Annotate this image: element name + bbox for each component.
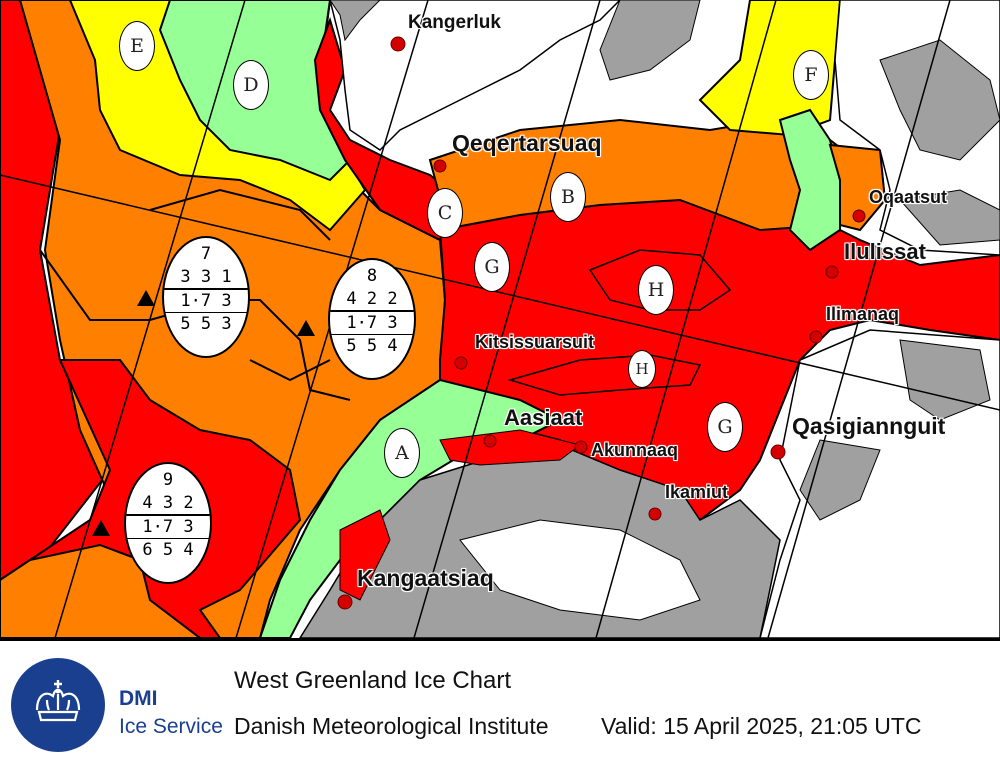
triangle-markers: [92, 290, 315, 536]
zone-label-h-south: H: [628, 350, 656, 388]
land-north: [329, 0, 622, 151]
zone-label-c: C: [427, 188, 463, 238]
place-ilulissat: Ilulissat: [844, 239, 926, 264]
egg-concentration: 3 3 1: [164, 266, 248, 289]
zone-label-d: D: [233, 60, 269, 110]
land-disko-grey: [329, 0, 701, 81]
place-qeqertarsuaq: Qeqertarsuaq: [452, 130, 602, 156]
egg-form: 6 5 4: [126, 538, 210, 561]
chart-title: West Greenland Ice Chart: [234, 667, 512, 694]
zone-label-g-north: G: [474, 242, 510, 292]
egg-number: 7: [200, 244, 212, 264]
chart-footer: DMI Ice Service West Greenland Ice Chart…: [0, 638, 1000, 752]
place-aasiaat: Aasiaat: [504, 405, 583, 430]
zone-label-a: A: [384, 428, 420, 478]
place-akunnaaq: Akunnaaq: [591, 440, 679, 460]
zone-green-east: [778, 108, 841, 252]
egg-code-9: 9 4 3 2 1·7 3 6 5 4: [124, 462, 212, 584]
egg-number: 8: [366, 266, 378, 286]
egg-form: 5 5 3: [164, 312, 248, 335]
ice-chart-map: A B C D E F G G H H 7 3 3 1 1·7 3 5 5 3 …: [0, 0, 1000, 638]
zone-h-contour: [588, 249, 732, 311]
egg-stage: 1·7 3: [126, 515, 210, 538]
aasiaat-islands-red: [339, 429, 582, 601]
zone-label-f: F: [793, 50, 829, 100]
place-ikamiut: Ikamiut: [665, 482, 729, 502]
place-kangaatsiaq: Kangaatsiaq: [357, 565, 494, 591]
zone-orange-sw: [0, 543, 202, 638]
egg-code-7: 7 3 3 1 1·7 3 5 5 3: [162, 236, 250, 358]
place-kitsissuarsuit: Kitsissuarsuit: [475, 332, 595, 352]
place-ilimanaq: Ilimanaq: [826, 304, 900, 324]
egg-code-8: 8 4 2 2 1·7 3 5 5 4: [328, 258, 416, 380]
zone-label-b: B: [550, 172, 586, 222]
egg-form: 5 5 4: [330, 334, 414, 357]
zone-h2-contour: [507, 354, 702, 396]
crown-icon: [35, 680, 81, 722]
land-south-white: [459, 519, 701, 621]
place-qasigiannguit: Qasigiannguit: [792, 413, 946, 439]
dmi-wordmark: DMI: [119, 687, 158, 710]
institute-name: Danish Meteorological Institute: [234, 713, 549, 739]
valid-time: Valid: 15 April 2025, 21:05 UTC: [601, 713, 922, 739]
zone-label-h-north: H: [638, 265, 674, 315]
zone-label-g-south: G: [707, 402, 743, 452]
egg-concentration: 4 2 2: [330, 288, 414, 311]
land-ne-grey: [879, 39, 1000, 246]
egg-number: 9: [162, 470, 174, 490]
zone-label-e: E: [119, 21, 155, 71]
place-oqaatsut: Oqaatsut: [869, 187, 948, 207]
town-markers: [337, 36, 866, 610]
place-kangerluk: Kangerluk: [408, 12, 501, 33]
egg-concentration: 4 3 2: [126, 492, 210, 515]
egg-stage: 1·7 3: [330, 311, 414, 334]
dmi-logo: [11, 658, 105, 752]
ice-service-label: Ice Service: [119, 715, 223, 738]
egg-stage: 1·7 3: [164, 289, 248, 312]
land-east-grey: [799, 339, 991, 521]
